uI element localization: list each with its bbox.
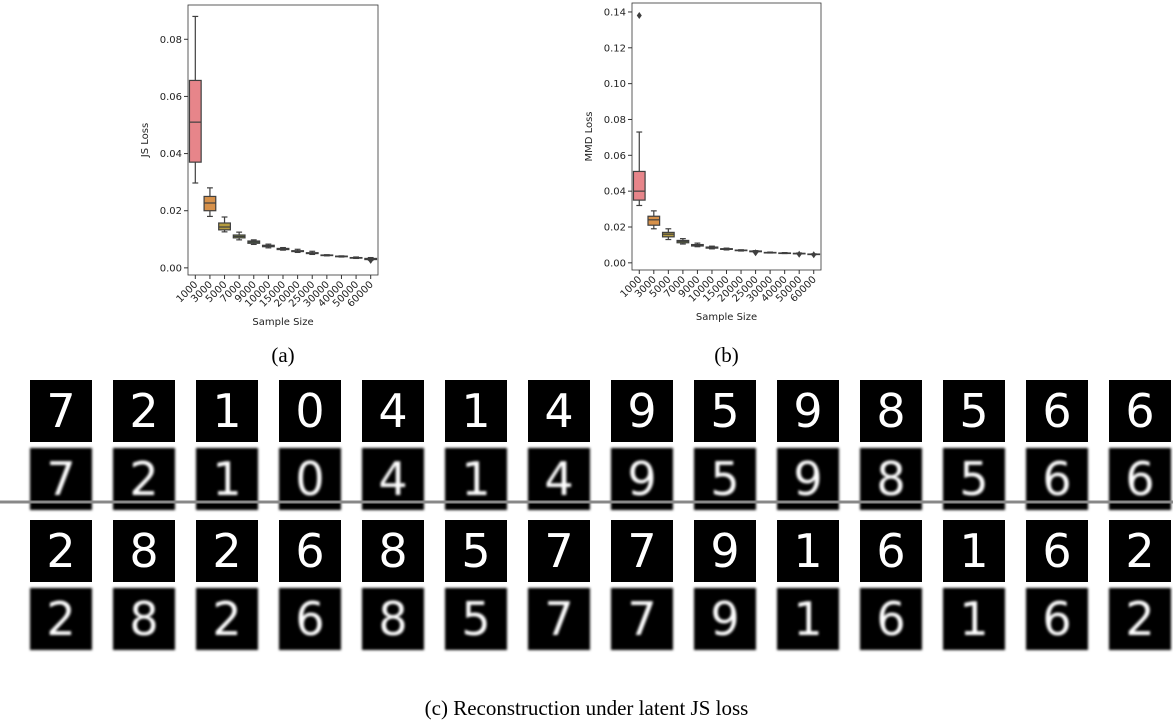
y-tick-label: 0.08 [160, 35, 182, 46]
digit-image: 7 [611, 520, 673, 582]
digit-image: 6 [1026, 588, 1088, 650]
digit-image: 6 [279, 520, 341, 582]
box [633, 171, 645, 200]
digit-image: 8 [113, 520, 175, 582]
box [648, 216, 660, 225]
digit-image: 6 [1026, 380, 1088, 442]
plot-frame [632, 3, 821, 270]
x-axis-label: Sample Size [252, 317, 313, 328]
digit-image: 4 [528, 380, 590, 442]
y-tick-label: 0.10 [604, 79, 626, 90]
digit-image: 7 [611, 588, 673, 650]
box [189, 80, 201, 162]
outlier [637, 12, 642, 19]
y-tick-label: 0.04 [604, 187, 626, 198]
digit-image: 1 [445, 380, 507, 442]
y-tick-label: 0.00 [160, 263, 182, 274]
digit-image: 4 [362, 380, 424, 442]
digit-image: 9 [694, 520, 756, 582]
y-tick-label: 0.08 [604, 115, 626, 126]
digit-image: 9 [611, 380, 673, 442]
digit-image: 6 [1109, 380, 1171, 442]
separator [0, 498, 1173, 506]
digit-image: 7 [30, 380, 92, 442]
digit-image: 2 [30, 520, 92, 582]
digit-image: 1 [777, 520, 839, 582]
y-axis-label: JS Loss [140, 123, 151, 158]
digit-image: 6 [860, 520, 922, 582]
y-tick-label: 0.06 [160, 92, 182, 103]
chart-caption: (a) [271, 343, 294, 367]
digit-image: 8 [113, 588, 175, 650]
digit-image: 5 [445, 588, 507, 650]
digit-image: 5 [694, 380, 756, 442]
caption: (c) Reconstruction under latent JS loss [0, 696, 1173, 721]
y-axis-label: MMD Loss [584, 111, 595, 161]
outlier [811, 251, 816, 258]
chart-caption: (b) [714, 343, 739, 367]
digit-image: 8 [362, 588, 424, 650]
charts: 0.000.020.040.060.0810003000500070009000… [0, 0, 1173, 370]
digit-image: 1 [777, 588, 839, 650]
y-tick-label: 0.00 [604, 258, 626, 269]
digit-image: 8 [362, 520, 424, 582]
y-tick-label: 0.02 [604, 222, 626, 233]
digit-image: 2 [196, 588, 258, 650]
digit-image: 6 [279, 588, 341, 650]
y-tick-label: 0.06 [604, 151, 626, 162]
digit-image: 1 [196, 380, 258, 442]
digit-image: 5 [943, 380, 1005, 442]
digit-image: 1 [943, 520, 1005, 582]
digit-image: 9 [694, 588, 756, 650]
digit-image: 2 [196, 520, 258, 582]
digit-image: 2 [1109, 520, 1171, 582]
y-tick-label: 0.12 [604, 43, 626, 54]
plot-frame [188, 5, 378, 275]
digit-image: 6 [1026, 520, 1088, 582]
digit-image: 7 [528, 520, 590, 582]
digit-image: 9 [777, 380, 839, 442]
digit-image: 7 [528, 588, 590, 650]
y-tick-label: 0.02 [160, 206, 182, 217]
page: 0.000.020.040.060.0810003000500070009000… [0, 0, 1173, 727]
digit-image: 1 [943, 588, 1005, 650]
digit-image: 8 [860, 380, 922, 442]
digit-image: 0 [279, 380, 341, 442]
digit-image: 5 [445, 520, 507, 582]
digit-image: 6 [860, 588, 922, 650]
digit-image: 2 [113, 380, 175, 442]
y-tick-label: 0.14 [604, 7, 626, 18]
y-tick-label: 0.04 [160, 149, 182, 160]
digit-image: 2 [30, 588, 92, 650]
x-axis-label: Sample Size [696, 312, 757, 323]
outlier [797, 251, 802, 258]
digit-image: 2 [1109, 588, 1171, 650]
